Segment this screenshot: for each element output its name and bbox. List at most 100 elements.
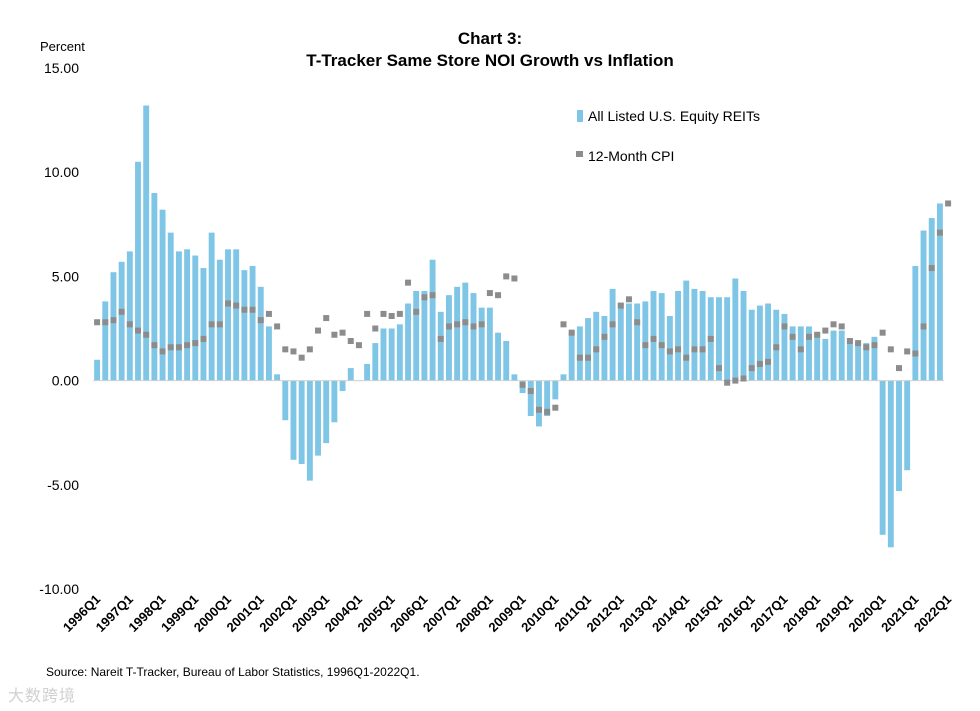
bar [716, 297, 722, 381]
cpi-marker [805, 333, 812, 340]
cpi-marker [797, 346, 804, 353]
cpi-marker [192, 340, 199, 347]
cpi-marker [331, 331, 338, 338]
cpi-marker [830, 321, 837, 328]
cpi-marker [380, 310, 387, 317]
cpi-markers [94, 200, 952, 415]
cpi-marker [568, 329, 575, 336]
cpi-marker [920, 323, 927, 330]
chart-title-line2: T-Tracker Same Store NOI Growth vs Infla… [306, 51, 673, 70]
bar [323, 380, 330, 444]
bar [143, 105, 150, 381]
bar [282, 380, 289, 421]
legend: All Listed U.S. Equity REITs 12-Month CP… [576, 108, 760, 164]
cpi-marker [290, 348, 297, 355]
cpi-marker [355, 342, 362, 349]
cpi-marker [740, 375, 747, 382]
cpi-marker [175, 344, 182, 351]
cpi-marker [838, 323, 845, 330]
bar [568, 332, 575, 381]
cpi-marker [372, 325, 379, 332]
bar [617, 303, 624, 381]
bar [511, 374, 518, 381]
bar [102, 301, 109, 381]
cpi-marker [896, 365, 902, 372]
bar [675, 290, 682, 381]
bar [936, 203, 943, 381]
cpi-marker [274, 323, 281, 330]
cpi-marker [282, 346, 289, 353]
cpi-marker [421, 294, 428, 301]
cpi-marker [339, 329, 346, 336]
bar [806, 326, 812, 381]
cpi-marker [822, 327, 829, 334]
bar [912, 265, 919, 381]
bar [135, 161, 141, 381]
cpi-marker [773, 344, 780, 351]
cpi-marker [143, 331, 150, 338]
bar [339, 380, 346, 392]
cpi-marker [658, 342, 665, 349]
bar [315, 380, 321, 456]
bar [372, 343, 379, 381]
cpi-marker [846, 338, 853, 344]
bar [233, 249, 240, 381]
watermark: 大数跨境 [8, 686, 77, 705]
bar [470, 293, 477, 381]
cpi-marker [904, 348, 911, 355]
bar [249, 265, 256, 381]
cpi-marker [855, 340, 862, 347]
cpi-marker [249, 306, 256, 313]
bar [175, 251, 182, 381]
bar [527, 380, 534, 417]
cpi-marker [732, 377, 739, 384]
bar [699, 290, 706, 381]
cpi-marker [470, 323, 477, 330]
bar [691, 288, 698, 381]
cpi-marker [126, 321, 133, 328]
source-note: Source: Nareit T-Tracker, Bureau of Labo… [46, 665, 420, 679]
bar [593, 311, 600, 381]
legend-label-cpi: 12-Month CPI [588, 148, 674, 164]
cpi-marker [527, 388, 534, 395]
bar [642, 301, 649, 381]
bar [486, 307, 493, 381]
cpi-marker [945, 200, 952, 207]
bar [478, 307, 485, 381]
cpi-marker [601, 333, 608, 340]
y-tick-label: 10.00 [44, 164, 79, 180]
cpi-marker [396, 310, 403, 317]
bar [650, 290, 657, 381]
cpi-marker [241, 306, 248, 313]
bar [257, 286, 264, 381]
bar [331, 380, 338, 423]
bar [879, 380, 886, 535]
bar [151, 193, 158, 381]
cpi-marker [560, 321, 567, 328]
cpi-marker [478, 321, 485, 328]
bar [167, 232, 174, 381]
cpi-marker [110, 317, 117, 324]
y-tick-label: -5.00 [47, 477, 79, 493]
bar [634, 303, 641, 381]
chart-title-line1: Chart 3: [458, 29, 522, 48]
cpi-marker [642, 342, 649, 349]
legend-swatch-cpi [576, 151, 583, 157]
bar [576, 326, 583, 381]
bar [462, 282, 469, 381]
cpi-marker [519, 381, 526, 388]
cpi-marker [445, 323, 452, 330]
bar [928, 218, 935, 381]
legend-swatch-bars [577, 110, 583, 122]
y-tick-label: 0.00 [52, 373, 79, 389]
bar [609, 288, 616, 381]
bar [658, 293, 665, 381]
cpi-marker [789, 333, 796, 340]
bar [626, 303, 632, 381]
cpi-marker [928, 265, 935, 272]
cpi-marker [265, 310, 272, 317]
bar [814, 332, 821, 381]
cpi-marker [486, 290, 493, 297]
cpi-marker [306, 346, 313, 353]
